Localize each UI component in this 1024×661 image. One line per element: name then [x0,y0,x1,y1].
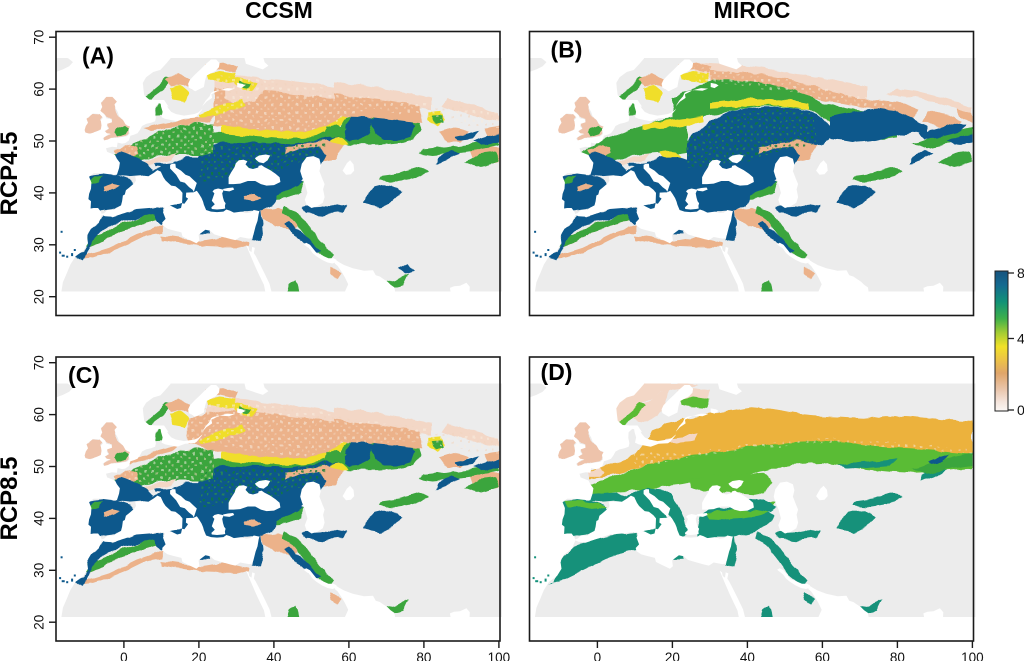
svg-text:(A): (A) [82,43,114,69]
svg-text:60: 60 [32,407,47,422]
svg-text:60: 60 [341,650,356,661]
svg-text:20: 20 [32,615,47,630]
svg-text:40: 40 [266,650,281,661]
svg-text:20: 20 [191,650,206,661]
svg-text:30: 30 [32,237,47,252]
svg-text:60: 60 [815,650,830,661]
svg-text:40: 40 [740,650,755,661]
svg-text:50: 50 [32,133,47,148]
svg-text:20: 20 [32,289,47,304]
svg-text:0: 0 [120,650,128,661]
svg-text:4: 4 [1017,331,1024,347]
svg-text:70: 70 [32,30,47,45]
svg-text:30: 30 [32,563,47,578]
svg-text:40: 40 [32,511,47,526]
svg-text:80: 80 [890,650,905,661]
svg-text:MIROC: MIROC [714,0,791,23]
svg-text:CCSM: CCSM [245,0,313,23]
svg-text:0: 0 [594,650,602,661]
svg-text:40: 40 [32,185,47,200]
svg-text:70: 70 [32,355,47,370]
svg-text:50: 50 [32,459,47,474]
svg-text:60: 60 [32,82,47,97]
svg-text:RCP4.5: RCP4.5 [0,131,23,215]
svg-text:8: 8 [1017,265,1024,281]
svg-text:100: 100 [488,650,511,661]
svg-text:(D): (D) [541,359,573,385]
svg-text:20: 20 [665,650,680,661]
svg-text:RCP8.5: RCP8.5 [0,456,23,540]
svg-text:80: 80 [416,650,431,661]
svg-text:100: 100 [961,650,984,661]
svg-text:0: 0 [1017,402,1024,418]
svg-text:(B): (B) [551,37,583,63]
svg-text:(C): (C) [68,362,100,388]
